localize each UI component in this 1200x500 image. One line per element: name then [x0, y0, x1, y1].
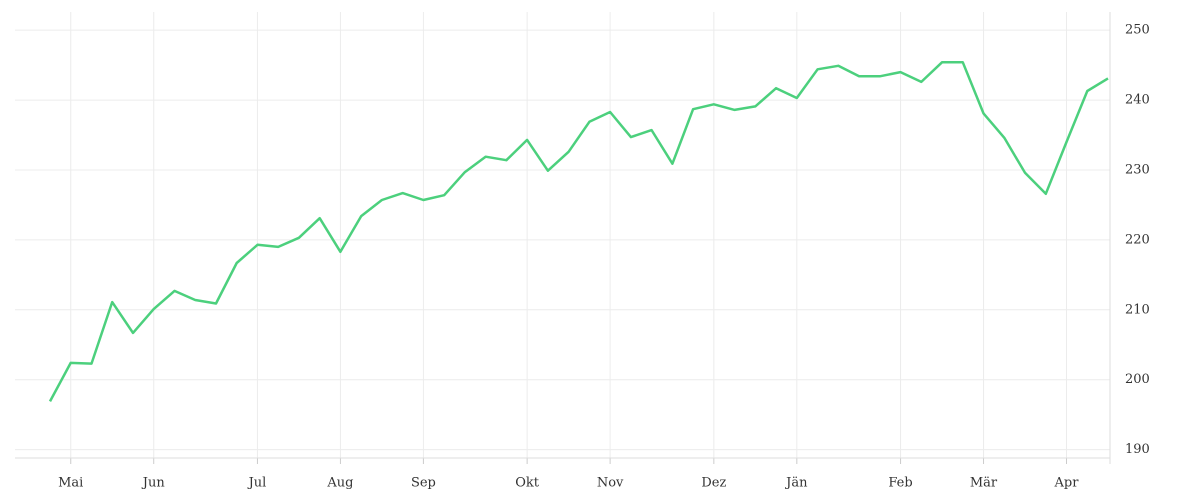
y-tick-label: 240	[1125, 93, 1150, 108]
x-tick-label: Apr	[1054, 476, 1080, 491]
x-tick-label: Jän	[784, 476, 808, 491]
x-tick-label: Mär	[970, 476, 998, 491]
x-tick-label: Nov	[597, 476, 624, 491]
x-tick-label: Sep	[411, 476, 436, 491]
x-tick-label: Jun	[141, 476, 166, 491]
y-tick-label: 250	[1125, 23, 1150, 38]
y-tick-label: 200	[1125, 372, 1150, 387]
y-tick-label: 230	[1125, 162, 1150, 177]
y-tick-label: 190	[1125, 442, 1150, 457]
x-tick-label: Jul	[247, 476, 267, 491]
x-tick-label: Dez	[701, 476, 726, 491]
x-tick-label: Aug	[326, 476, 353, 491]
x-tick-label: Mai	[58, 476, 83, 491]
data-line	[48, 61, 1109, 402]
y-tick-label: 220	[1125, 232, 1150, 247]
x-tick-label: Okt	[515, 476, 540, 491]
y-tick-label: 210	[1125, 302, 1150, 317]
x-tick-label: Feb	[888, 476, 912, 491]
